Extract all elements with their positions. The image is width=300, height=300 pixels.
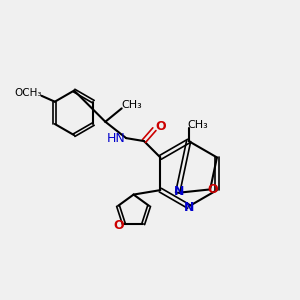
Text: O: O <box>208 183 218 196</box>
Text: CH₃: CH₃ <box>187 120 208 130</box>
Text: CH₃: CH₃ <box>122 100 142 110</box>
Text: N: N <box>174 185 184 198</box>
Text: O: O <box>155 120 166 133</box>
Text: N: N <box>184 202 194 214</box>
Text: HN: HN <box>106 132 125 145</box>
Text: OCH₃: OCH₃ <box>14 88 42 98</box>
Text: O: O <box>113 219 124 232</box>
